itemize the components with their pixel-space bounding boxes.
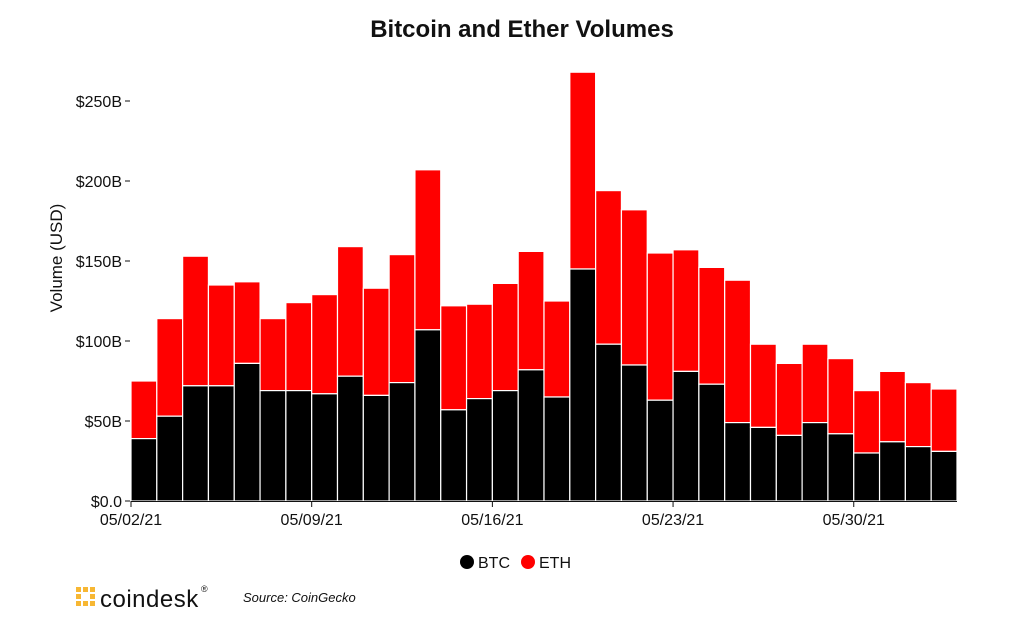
eth-bar (465, 303, 493, 400)
btc-bar (801, 422, 829, 502)
btc-bar (259, 390, 287, 502)
btc-bar (311, 393, 339, 502)
x-tick-label: 05/02/21 (100, 512, 162, 529)
eth-bar (130, 380, 158, 440)
eth-bar (517, 250, 545, 371)
eth-bar (440, 305, 468, 411)
x-axis: 05/02/21 05/09/21 05/16/21 05/23/21 05/30/21 (100, 501, 957, 529)
btc-bar (233, 362, 261, 502)
eth-bar (233, 281, 261, 364)
y-axis: $0.0 $50B $100B $150B $200B $250B (76, 94, 130, 511)
btc-bar (414, 329, 442, 502)
btc-bar (569, 268, 597, 502)
eth-bar (853, 390, 881, 454)
legend-btc-swatch (460, 555, 474, 569)
y-tick-label: $100B (76, 334, 122, 351)
eth-bar (491, 282, 519, 392)
eth-bar (672, 249, 700, 373)
x-tick-label: 05/16/21 (461, 512, 523, 529)
source-note: Source: CoinGecko (243, 590, 356, 605)
eth-bar (930, 388, 958, 453)
legend-eth-swatch (521, 555, 535, 569)
eth-bar (388, 254, 416, 384)
eth-bar (362, 287, 390, 397)
eth-bar (620, 209, 648, 366)
eth-bar (336, 246, 364, 377)
btc-bar (362, 394, 390, 502)
eth-bar (904, 382, 932, 448)
btc-bar (465, 398, 493, 502)
btc-bar (595, 343, 623, 502)
coindesk-icon (76, 587, 95, 606)
brand-name: coindesk (100, 586, 199, 613)
btc-bar (207, 385, 235, 502)
btc-bar (878, 441, 906, 502)
btc-bar (749, 426, 777, 502)
btc-bar (491, 390, 519, 502)
eth-bar (646, 252, 674, 401)
eth-bar (698, 266, 726, 385)
eth-bar (878, 370, 906, 443)
eth-bar (724, 279, 752, 424)
y-tick-label: $0.0 (91, 494, 122, 511)
btc-bar (336, 375, 364, 502)
eth-bar (311, 294, 339, 395)
chart-title: Bitcoin and Ether Volumes (370, 16, 674, 43)
legend-eth-label: ETH (539, 555, 571, 572)
eth-bar (259, 318, 287, 392)
eth-bar (207, 284, 235, 387)
eth-bar (543, 300, 571, 398)
eth-bar (156, 318, 184, 417)
eth-bar (595, 190, 623, 345)
btc-bar (517, 369, 545, 502)
btc-bar (775, 434, 803, 502)
eth-bar (749, 343, 777, 429)
btc-bar (182, 385, 210, 502)
btc-bar (543, 396, 571, 502)
eth-bar (285, 302, 313, 392)
eth-bar (775, 362, 803, 436)
btc-bar (853, 452, 881, 502)
btc-bar (440, 409, 468, 502)
bars-group (130, 71, 958, 502)
btc-bar (620, 364, 648, 502)
y-tick-label: $250B (76, 94, 122, 111)
y-tick-label: $50B (85, 414, 122, 431)
x-tick-label: 05/09/21 (281, 512, 343, 529)
brand-registered-mark: ® (201, 584, 208, 594)
y-axis-title: Volume (USD) (47, 204, 66, 313)
btc-bar (388, 382, 416, 502)
btc-bar (827, 433, 855, 502)
x-tick-label: 05/30/21 (823, 512, 885, 529)
eth-bar (569, 71, 597, 270)
btc-bar (285, 390, 313, 502)
btc-bar (646, 399, 674, 502)
eth-bar (801, 343, 829, 424)
btc-bar (156, 415, 184, 502)
x-tick-label: 05/23/21 (642, 512, 704, 529)
legend-btc-label: BTC (478, 555, 510, 572)
y-tick-label: $200B (76, 174, 122, 191)
coindesk-logo: coindesk ® (76, 584, 208, 613)
btc-bar (698, 383, 726, 502)
y-tick-label: $150B (76, 254, 122, 271)
btc-bar (724, 422, 752, 502)
btc-bar (672, 370, 700, 502)
eth-bar (414, 169, 442, 331)
btc-bar (130, 438, 158, 502)
legend: BTC ETH (460, 555, 571, 572)
btc-bar (930, 450, 958, 502)
eth-bar (827, 358, 855, 435)
eth-bar (182, 255, 210, 387)
btc-bar (904, 446, 932, 502)
